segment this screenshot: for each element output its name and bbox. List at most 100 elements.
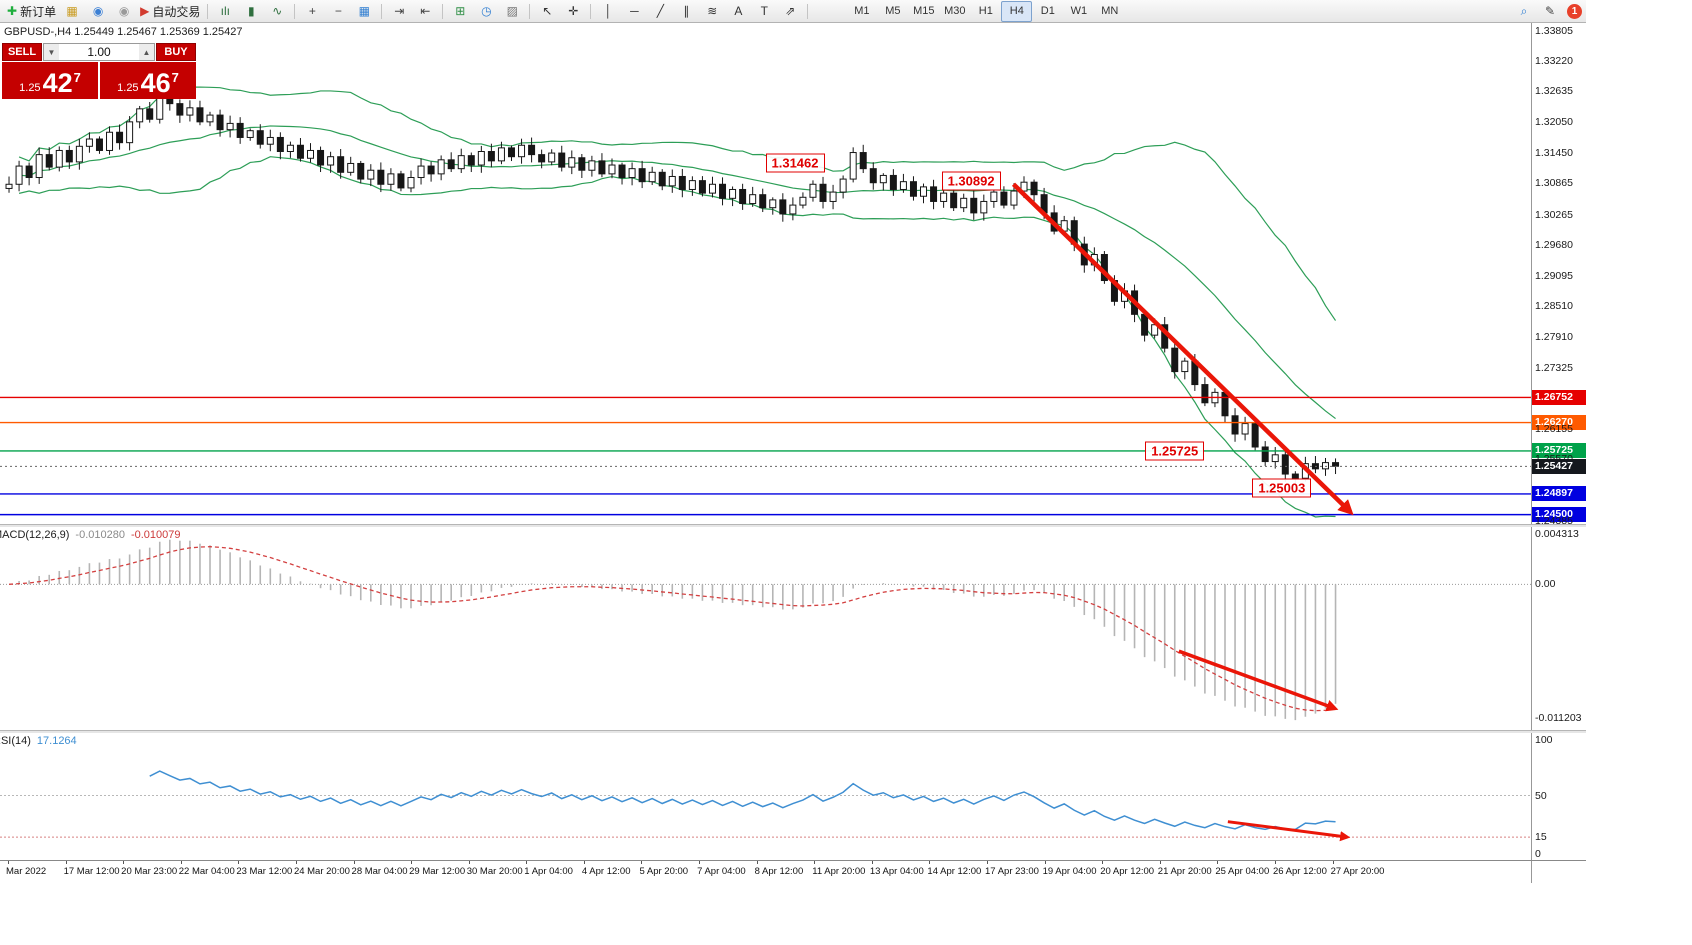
macd-panel-splitter[interactable] [0,524,1586,527]
macd-main-value: -0.010280 [75,529,125,541]
line-chart-button[interactable]: ∿ [264,1,290,22]
zoom-out-icon: − [334,4,342,18]
crosshair-button[interactable]: ✛ [560,1,586,22]
chart-style-icon: ▦ [66,4,78,18]
volume-input[interactable] [59,44,139,60]
chart-style-button[interactable]: ▦ [59,1,85,22]
search-button[interactable]: ⌕ [1511,1,1537,22]
horizontal-line-button[interactable]: ─ [621,1,647,22]
time-axis-label: 29 Mar 12:00 [409,866,466,877]
volume-decrease-arrow-icon[interactable]: ▼ [44,44,59,60]
macd-canvas[interactable] [0,527,1531,730]
price-annotation-box[interactable]: 1.25003 [1252,478,1312,498]
rsi-canvas[interactable] [0,733,1531,860]
label-button[interactable]: T [751,1,777,22]
buy-price-button[interactable]: 1.25 46 7 [100,62,196,99]
buy-button[interactable]: BUY [156,43,196,61]
new-chart-button[interactable]: ⊞ [447,1,473,22]
price-axis-label: 1.30865 [1535,177,1573,190]
time-axis-tick [987,861,989,864]
macd-trend-arrow[interactable] [1178,649,1339,712]
timeframe-button-m30[interactable]: M30 [944,5,966,17]
price-chart-canvas[interactable] [0,23,1531,524]
time-axis-label: 23 Mar 12:00 [236,866,293,877]
macd-histogram [18,539,1337,721]
buy-price-big: 46 [140,68,171,98]
buy-price-prefix: 1.25 [117,82,139,94]
timeframe-button-m5[interactable]: M5 [885,5,901,17]
price-axis-label: 1.33805 [1535,24,1573,37]
trendline-button[interactable]: ╱ [647,1,673,22]
time-axis-label: 17 Mar 12:00 [63,866,120,877]
time-axis-tick [641,861,643,864]
text-icon: A [734,4,743,18]
price-axis-label: 1.32635 [1535,85,1573,98]
arrows-button[interactable]: ⇗ [777,1,803,22]
time-axis-scale[interactable]: Mar 2022 17 Mar 12:00 20 Mar 23:00 22 Mar 0… [0,861,1531,883]
cursor-button[interactable]: ↖ [534,1,560,22]
price-axis[interactable]: 1.26752 1.26270 1.25725 1.24897 1.24500 1.338… [1531,23,1586,527]
periods-button[interactable]: ◷ [473,1,499,22]
timeframe-button-w1[interactable]: W1 [1070,5,1088,17]
timeframe-button-m1[interactable]: M1 [854,5,870,17]
rsi-panel-splitter[interactable] [0,730,1586,733]
timeframe-button-d1[interactable]: D1 [1040,5,1055,17]
price-annotation-box[interactable]: 1.30892 [941,171,1001,191]
candlestick-chart-button[interactable]: ▮ [238,1,264,22]
time-axis-tick [65,861,67,864]
auto-scroll-button[interactable]: ⇥ [386,1,412,22]
templates-button[interactable]: ▨ [499,1,525,22]
sell-price-button[interactable]: 1.25 42 7 [2,62,98,99]
time-axis-tick [929,861,931,864]
rsi-trend-arrow[interactable] [1227,820,1351,842]
timeframe-button-h1[interactable]: H1 [978,5,993,17]
channel-button[interactable]: ∥ [673,1,699,22]
timeframe-button-mn[interactable]: MN [1101,5,1119,17]
edit-button[interactable]: ✎ [1537,1,1563,22]
timeframe-button-h4[interactable]: H4 [1001,0,1033,22]
price-axis-label: 1.24385 [1535,514,1573,527]
mt4-terminal-window: ✚ 新订单 ▦ ◉ ◉ ▶ 自动交易 ılı ▮ ∿ + − ▦ ⇥ ⇤ ⊞ ◷ ▨ ↖ ✛ │ ─ ╱ ∥ ≋ A T ⇗ M1 M5… [0,0,1586,883]
price-chart-plot[interactable]: GBPUSD-,H4 1.25449 1.25467 1.25369 1.254… [0,23,1531,524]
time-axis-label: 5 Apr 20:00 [639,866,689,877]
rsi-axis-label: 0 [1535,848,1541,860]
zoom-out-button[interactable]: − [325,1,351,22]
fibonacci-button[interactable]: ≋ [699,1,725,22]
sell-button[interactable]: SELL [2,43,42,61]
time-axis-label: 8 Apr 12:00 [754,866,804,877]
text-button[interactable]: A [725,1,751,22]
volume-increase-arrow-icon[interactable]: ▲ [139,44,154,60]
time-axis-label: 25 Apr 04:00 [1215,866,1270,877]
notification-badge[interactable]: 1 [1567,3,1582,19]
vertical-line-button[interactable]: │ [595,1,621,22]
macd-label: MACD(12,26,9) -0.010280 -0.010079 [0,529,181,541]
price-axis-label: 1.27325 [1535,361,1573,374]
bar-chart-button[interactable]: ılı [212,1,238,22]
time-axis-label: 27 Apr 20:00 [1330,866,1385,877]
time-axis-tick [814,861,816,864]
profile-icon: ◉ [92,4,104,18]
toolbar-separator [442,3,444,19]
price-annotation-box[interactable]: 1.25725 [1145,441,1205,461]
rsi-plot[interactable]: RSI(14) 17.1264 [0,733,1531,860]
trend-arrow[interactable] [1011,182,1354,516]
volume-stepper: ▼ ▲ [43,43,155,61]
new-order-button[interactable]: ✚ 新订单 [4,1,59,22]
price-axis-label: 1.31450 [1535,147,1573,160]
rsi-axis[interactable]: 100 50 15 0 [1531,733,1586,860]
right-blank-area [1586,0,1692,945]
auto-trading-icon: ▶ [140,4,150,18]
indicator-windows-button[interactable]: ▦ [351,1,377,22]
time-axis-label: 7 Apr 04:00 [697,866,746,877]
macd-plot[interactable]: MACD(12,26,9) -0.010280 -0.010079 [0,527,1531,730]
price-axis-label: 1.32050 [1535,115,1573,128]
chart-shift-button[interactable]: ⇤ [412,1,438,22]
auto-trading-button[interactable]: ▶ 自动交易 [137,1,203,22]
timeframe-button-m15[interactable]: M15 [913,5,935,17]
info-button[interactable]: ◉ [111,1,137,22]
time-axis-label: 30 Mar 20:00 [466,866,523,877]
price-annotation-box[interactable]: 1.31462 [765,153,825,173]
macd-axis[interactable]: 0.004313 0.00 -0.011203 [1531,527,1586,730]
profile-button[interactable]: ◉ [85,1,111,22]
zoom-in-button[interactable]: + [299,1,325,22]
